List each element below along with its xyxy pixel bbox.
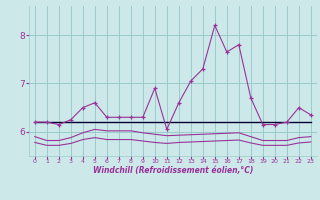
X-axis label: Windchill (Refroidissement éolien,°C): Windchill (Refroidissement éolien,°C) — [92, 166, 253, 175]
